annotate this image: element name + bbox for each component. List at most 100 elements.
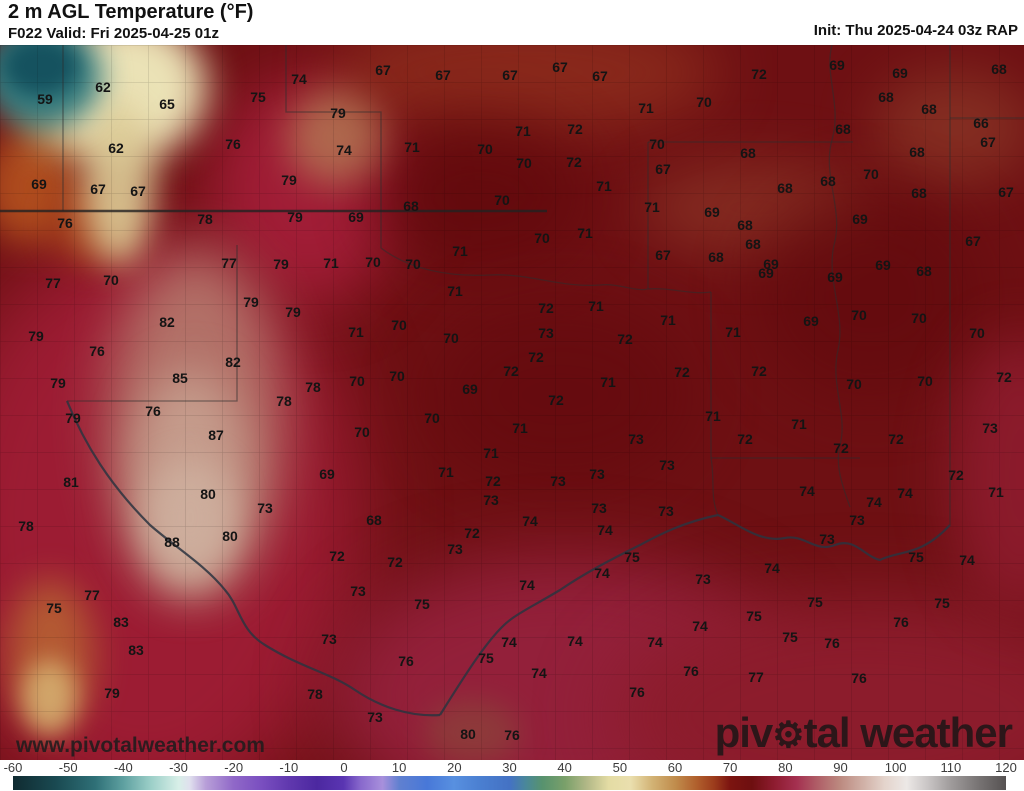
temp-value-label: 69: [892, 65, 908, 81]
colorbar-tick-label: 100: [884, 760, 907, 775]
temp-value-label: 72: [674, 364, 690, 380]
temp-value-label: 70: [863, 166, 879, 182]
temp-value-label: 74: [597, 522, 613, 538]
temp-value-label: 71: [577, 225, 593, 241]
temp-value-label: 77: [748, 669, 764, 685]
temp-value-label: 75: [782, 629, 798, 645]
temp-value-label: 72: [617, 331, 633, 347]
temp-value-label: 85: [172, 370, 188, 386]
temp-value-label: 71: [588, 298, 604, 314]
temp-value-label: 68: [921, 101, 937, 117]
temp-value-label: 79: [65, 410, 81, 426]
temp-value-label: 68: [708, 249, 724, 265]
temp-value-label: 82: [159, 314, 175, 330]
temp-value-label: 70: [405, 256, 421, 272]
temp-value-label: 75: [746, 608, 762, 624]
temp-value-label: 75: [624, 549, 640, 565]
temp-value-label: 80: [222, 528, 238, 544]
colorbar-tick-label: 20: [447, 760, 462, 775]
temp-value-label: 68: [878, 89, 894, 105]
temp-value-label: 76: [824, 635, 840, 651]
temp-value-label: 69: [827, 269, 843, 285]
temp-value-label: 76: [398, 653, 414, 669]
logo-text-pre: piv: [714, 709, 774, 756]
temp-value-label: 70: [516, 155, 532, 171]
temp-value-label: 70: [443, 330, 459, 346]
temp-value-label: 72: [737, 431, 753, 447]
colorbar-tick-label: -60: [3, 760, 23, 775]
colorbar-tick-label: 80: [778, 760, 793, 775]
temp-value-label: 72: [548, 392, 564, 408]
temp-value-label: 74: [336, 142, 352, 158]
temp-value-label: 67: [502, 67, 518, 83]
temp-value-label: 71: [705, 408, 721, 424]
temp-value-label: 68: [835, 121, 851, 137]
colorbar-gradient: [13, 776, 1006, 790]
temp-value-label: 68: [737, 217, 753, 233]
temp-value-label: 76: [683, 663, 699, 679]
colorbar-tick-label: 60: [667, 760, 683, 775]
temp-value-label: 68: [745, 236, 761, 252]
temp-value-label: 73: [695, 571, 711, 587]
temp-value-label: 73: [447, 541, 463, 557]
temp-value-label: 70: [424, 410, 440, 426]
temp-value-label: 67: [435, 67, 451, 83]
temp-value-label: 67: [90, 181, 106, 197]
colorbar-tick-label: -30: [169, 760, 188, 775]
temp-value-label: 69: [31, 176, 47, 192]
temp-value-label: 72: [751, 363, 767, 379]
temp-value-label: 79: [273, 256, 289, 272]
colorbar-ticks: -60 -50 -40 -30 -20 -10 0 10 20 30 40 50 60 70 80 90 100…: [0, 760, 1024, 775]
temp-value-label: 83: [128, 642, 144, 658]
temp-value-label: 77: [45, 275, 61, 291]
temp-value-label: 69: [852, 211, 868, 227]
temp-value-label: 75: [414, 596, 430, 612]
temp-value-label: 79: [104, 685, 120, 701]
temp-value-label: 76: [629, 684, 645, 700]
temp-value-label: 71: [515, 123, 531, 139]
temp-value-label: 78: [305, 379, 321, 395]
temp-value-label: 71: [660, 312, 676, 328]
temp-value-label: 68: [909, 144, 925, 160]
temp-value-label: 88: [164, 534, 180, 550]
temp-value-label: 67: [655, 161, 671, 177]
temp-value-label: 74: [594, 565, 610, 581]
header: 2 m AGL Temperature (°F) F022 Valid: Fri…: [0, 0, 1024, 45]
temp-value-label: 72: [751, 66, 767, 82]
colorbar-tick-label: 50: [612, 760, 628, 775]
field-region-dark-ok: [375, 120, 585, 270]
colorbar-tick-label: -10: [279, 760, 299, 775]
temp-value-label: 72: [833, 440, 849, 456]
temp-value-label: 76: [504, 727, 520, 743]
temp-value-label: 70: [494, 192, 510, 208]
temp-value-label: 72: [996, 369, 1012, 385]
pivotal-weather-logo: piv⚙tal weather: [714, 709, 1013, 756]
temperature-map: 59 62 65 62 76 69 67 67 76 78 74 75 67 67 67 67 67 79 71 72…: [0, 45, 1024, 760]
website-watermark: www.pivotalweather.com: [16, 734, 265, 757]
temp-value-label: 71: [404, 139, 420, 155]
temp-value-label: 74: [959, 552, 975, 568]
temp-value-label: 68: [911, 185, 927, 201]
temp-value-label: 81: [63, 474, 79, 490]
temp-value-label: 72: [503, 363, 519, 379]
state-borders: [0, 45, 1024, 717]
temp-value-label: 69: [829, 57, 845, 73]
temp-value-label: 71: [600, 374, 616, 390]
field-region-cold-core: [3, 45, 78, 95]
map-title: 2 m AGL Temperature (°F): [8, 1, 254, 23]
colorbar-tick-label: -50: [58, 760, 78, 775]
temp-value-label: 71: [323, 255, 339, 271]
temp-value-label: 69: [875, 257, 891, 273]
temp-value-label: 72: [329, 548, 345, 564]
temp-value-label: 73: [367, 709, 383, 725]
temp-value-label: 74: [647, 634, 663, 650]
temp-value-label: 68: [366, 512, 382, 528]
temp-value-label: 76: [145, 403, 161, 419]
temp-value-label: 73: [589, 466, 605, 482]
temp-value-label: 62: [108, 140, 124, 156]
temp-value-label: 79: [287, 209, 303, 225]
field-region-dark-east: [755, 190, 985, 400]
temp-value-label: 71: [791, 416, 807, 432]
temp-value-label: 72: [464, 525, 480, 541]
temp-value-label: 69: [758, 265, 774, 281]
